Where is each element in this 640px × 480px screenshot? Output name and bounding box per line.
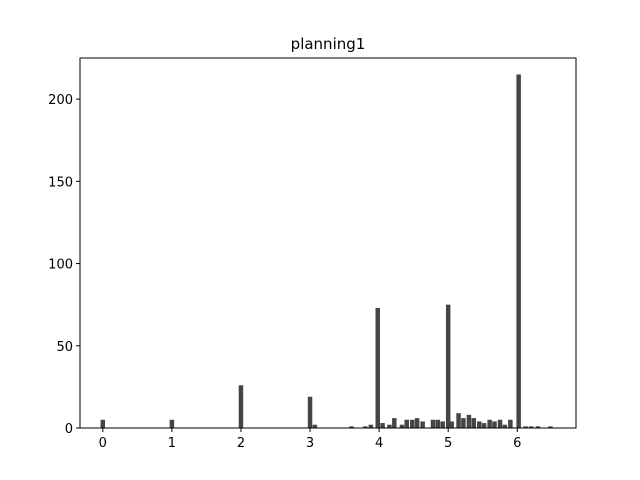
x-tick-label: 1 (168, 436, 176, 451)
bar (312, 424, 318, 428)
bar (349, 426, 354, 428)
bar (466, 414, 472, 428)
bar (435, 419, 441, 428)
bar (502, 424, 508, 428)
bar (404, 419, 409, 428)
bar (399, 424, 405, 428)
bar (380, 423, 385, 428)
bar (516, 74, 521, 428)
bar (375, 307, 380, 428)
bar (535, 426, 541, 428)
bar (481, 423, 487, 428)
bar (449, 421, 454, 428)
x-tick-label: 5 (444, 436, 452, 451)
bar (420, 421, 425, 428)
y-tick-label: 50 (56, 340, 73, 355)
x-tick-label: 0 (99, 436, 107, 451)
x-tick-label: 6 (513, 436, 521, 451)
bar (440, 421, 445, 428)
y-tick-label: 200 (48, 93, 73, 108)
bar (392, 418, 397, 428)
bar (492, 421, 497, 428)
bar (414, 418, 420, 428)
bar (410, 419, 415, 428)
bar (430, 419, 436, 428)
y-axis: 0 50 100 150 200 (48, 93, 80, 437)
bar (508, 419, 513, 428)
bar (387, 424, 392, 428)
bar (497, 419, 503, 428)
bar (169, 419, 175, 428)
bar (368, 424, 374, 428)
bar (528, 426, 534, 428)
plot-frame (79, 57, 577, 429)
bar (307, 396, 313, 428)
y-tick-label: 150 (48, 175, 73, 190)
x-tick-label: 3 (306, 436, 314, 451)
chart-title: planning1 (291, 35, 366, 53)
bars-group (100, 74, 553, 428)
bar (238, 385, 244, 428)
bar (471, 418, 477, 428)
bar (548, 426, 553, 428)
bar (100, 419, 106, 428)
x-tick-label: 4 (375, 436, 383, 451)
y-tick-label: 100 (48, 258, 73, 273)
bar (477, 421, 482, 428)
bar (445, 304, 451, 428)
bar (461, 418, 466, 428)
bar (523, 426, 528, 428)
bar (487, 419, 492, 428)
bar (456, 413, 461, 428)
x-axis: 0 1 2 3 4 5 6 (99, 428, 521, 451)
bar (363, 426, 368, 428)
x-tick-label: 2 (237, 436, 245, 451)
y-tick-label: 0 (65, 422, 73, 437)
